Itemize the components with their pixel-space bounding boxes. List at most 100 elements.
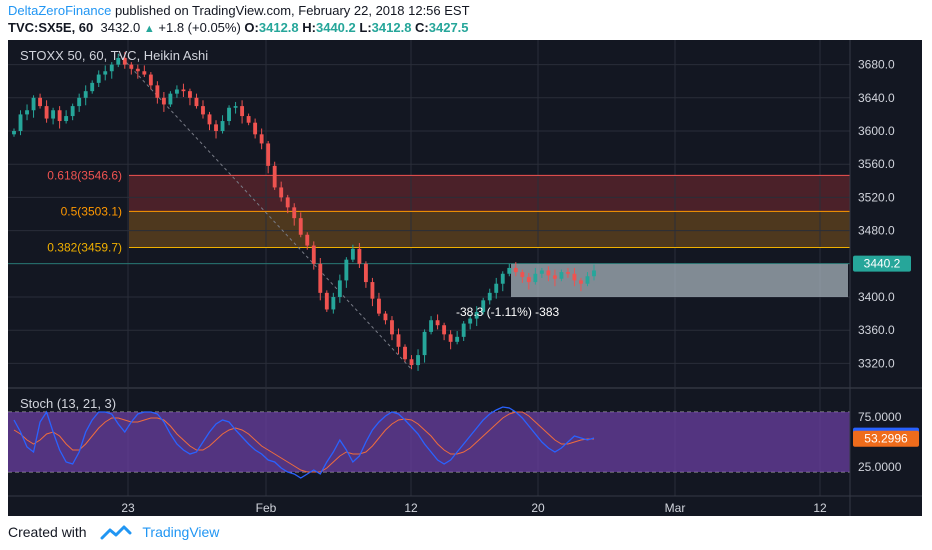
candle-body — [122, 57, 127, 65]
time-axis[interactable]: 23 Feb 12 20 Mar 12 — [121, 501, 827, 515]
time-tick-label: 12 — [813, 501, 827, 515]
candle-body — [429, 320, 434, 332]
candle-body — [305, 234, 310, 246]
candle-body — [109, 64, 114, 72]
open-value: 3412.8 — [258, 20, 299, 35]
candle-body — [155, 85, 160, 98]
triangle-up-icon: ▲ — [143, 23, 155, 35]
time-tick-label: 12 — [404, 501, 418, 515]
candle-body — [148, 74, 153, 86]
candle-body — [579, 280, 583, 284]
candle-body — [285, 197, 290, 208]
price-tick-label: 3640.0 — [858, 91, 895, 105]
footer: Created with TradingView — [8, 524, 219, 543]
candle-body — [552, 275, 557, 279]
stoch-k-line — [13, 406, 595, 479]
candle-body — [500, 273, 505, 284]
candle-body — [357, 248, 362, 264]
candle-body — [181, 89, 186, 92]
candle-body — [559, 272, 564, 279]
candle-body — [416, 355, 420, 366]
candle-body — [474, 311, 479, 319]
low-value: 3412.8 — [371, 20, 412, 35]
candle-body — [409, 359, 414, 366]
time-tick-label: Mar — [665, 501, 686, 515]
candle-body — [51, 110, 56, 119]
candles — [12, 52, 596, 371]
publisher-link[interactable]: DeltaZeroFinance — [8, 3, 112, 18]
time-tick-label: 20 — [531, 501, 545, 515]
support-box[interactable] — [511, 263, 848, 297]
candle-body — [272, 165, 277, 188]
candle-body — [240, 106, 245, 117]
price-tick-label: 3320.0 — [858, 356, 895, 370]
chart-svg[interactable]: 3680.0 3640.0 3600.0 3560.0 3520.0 3480.0 3440… — [8, 40, 922, 516]
tradingview-brand-link[interactable]: TradingView — [142, 524, 220, 541]
fib-label-618: 0.618(3546.6) — [47, 168, 122, 182]
fib-lines — [129, 174, 850, 248]
candle-body — [116, 57, 121, 65]
candle-body — [546, 270, 551, 276]
header-line-2: TVC:SX5E, 60 3432.0 ▲ +1.8 (+0.05%) O:34… — [8, 20, 469, 35]
price-tick-label: 3400.0 — [858, 290, 895, 304]
candle-body — [31, 97, 36, 111]
time-tick-label: 23 — [121, 501, 135, 515]
candle-body — [259, 134, 264, 144]
candle-body — [507, 267, 512, 274]
candle-body — [292, 207, 297, 219]
header-line-1: DeltaZeroFinance published on TradingVie… — [8, 3, 470, 18]
candle-body — [77, 97, 82, 107]
candle-body — [487, 292, 492, 301]
candle-body — [383, 313, 388, 321]
stoch-d-badge-text: 53.2996 — [864, 432, 908, 446]
fib-label-382: 0.382(3459.7) — [47, 240, 122, 254]
price-badge — [853, 255, 911, 272]
candle-body — [344, 259, 349, 281]
candle-body — [572, 273, 577, 281]
stoch-band — [8, 412, 850, 472]
candle-body — [363, 263, 368, 283]
price-badge-text: 3440.2 — [864, 257, 901, 271]
candle-body — [442, 325, 447, 335]
candle-body — [194, 97, 199, 107]
candle-body — [96, 74, 101, 83]
candle-body — [585, 276, 590, 284]
time-tick-label: Feb — [256, 501, 277, 515]
price-tick-label: 3680.0 — [858, 58, 895, 72]
candle-body — [331, 297, 336, 310]
candle-body — [12, 131, 16, 135]
stoch-tick-label: 25.0000 — [858, 460, 902, 474]
candle-body — [227, 107, 231, 122]
candle-body — [513, 267, 518, 273]
candle-body — [44, 106, 49, 119]
stoch-d-line — [13, 411, 594, 473]
chart-panel[interactable]: 3680.0 3640.0 3600.0 3560.0 3520.0 3480.0 3440… — [8, 40, 922, 516]
indicator-title: Stoch (13, 21, 3) — [20, 396, 116, 411]
stoch-d-badge — [853, 430, 919, 447]
candle-body — [168, 93, 173, 105]
candle-body — [526, 277, 531, 283]
candle-body — [25, 110, 29, 115]
candle-body — [565, 272, 570, 274]
candle-body — [370, 282, 375, 299]
candle-body — [461, 323, 466, 337]
candle-body — [324, 292, 329, 310]
candle-body — [390, 320, 394, 335]
candle-body — [337, 280, 342, 297]
fib-zone-lower — [129, 211, 850, 248]
high-label: H: — [302, 20, 316, 35]
chart-title: STOXX 50, 60, TVC, Heikin Ashi — [20, 48, 208, 63]
close-label: C: — [415, 20, 429, 35]
fib-zone-upper — [129, 175, 850, 212]
candle-body — [311, 245, 316, 264]
price-tick-label: 3560.0 — [858, 157, 895, 171]
change-value: +1.8 (+0.05%) — [158, 20, 241, 35]
candle-body — [455, 336, 460, 342]
candle-body — [481, 300, 486, 312]
candle-body — [494, 283, 499, 293]
candle-body — [266, 143, 271, 166]
candle-body — [174, 89, 179, 94]
price-tick-label: 3600.0 — [858, 124, 895, 138]
price-tick-label: 3480.0 — [858, 224, 895, 238]
candle-body — [142, 71, 147, 75]
